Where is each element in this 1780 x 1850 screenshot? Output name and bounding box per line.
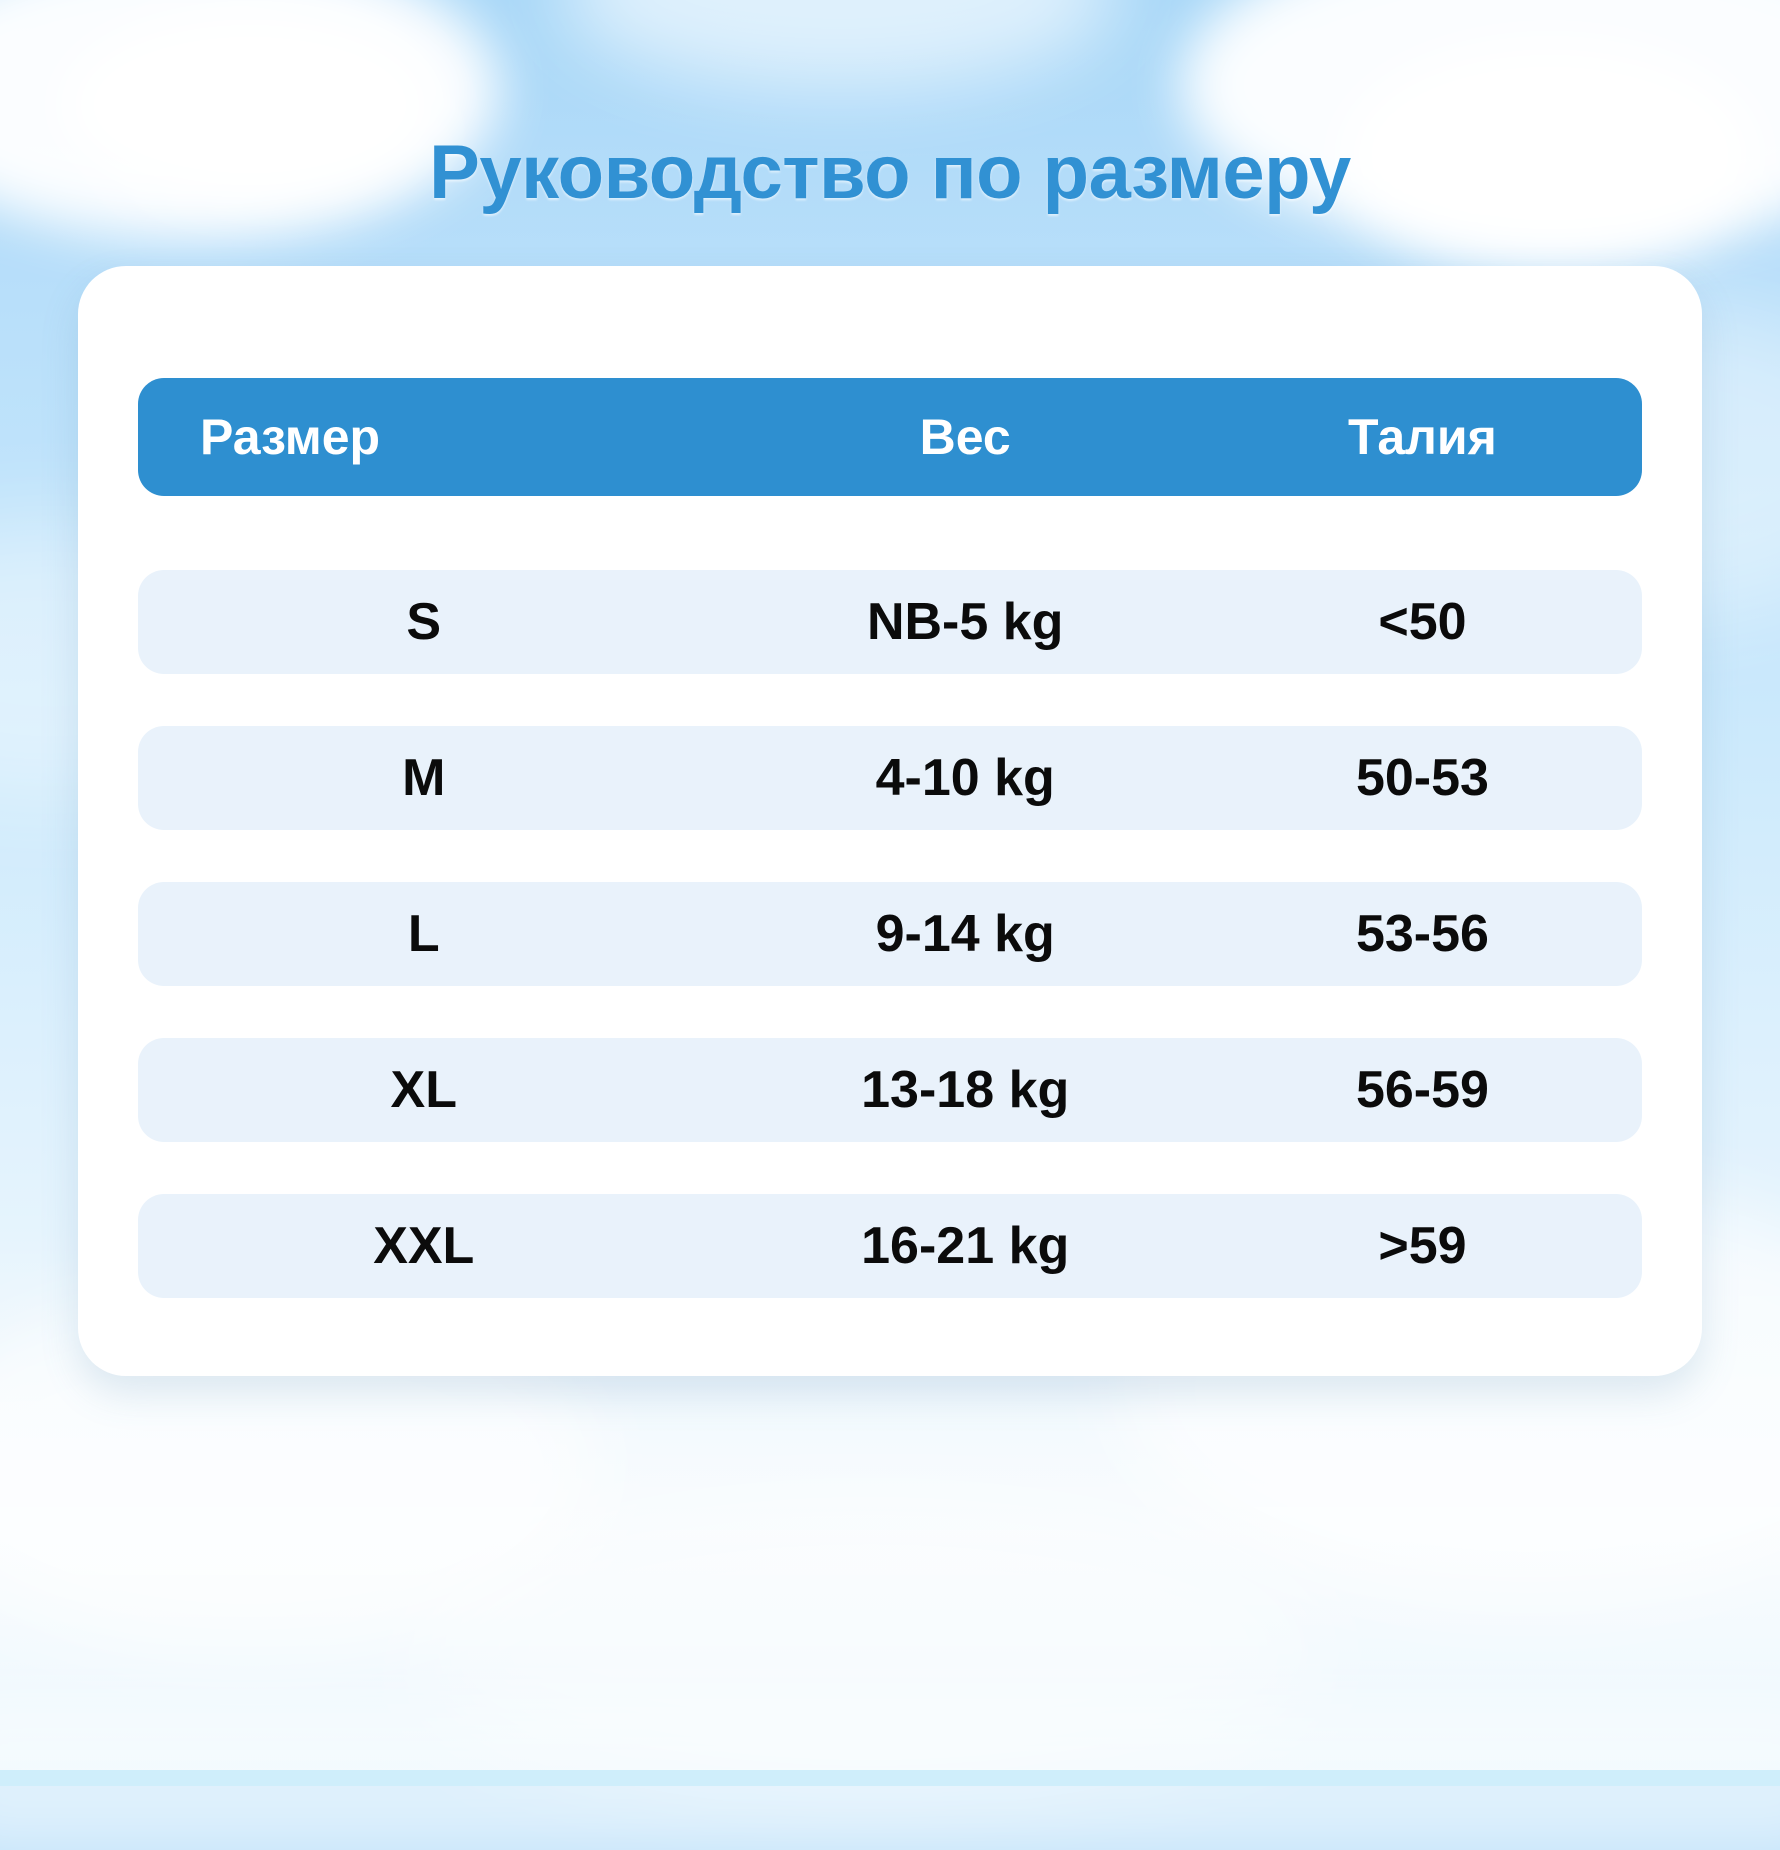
cell-weight: 13-18 kg (709, 1038, 1221, 1142)
column-header-size: Размер (138, 378, 710, 496)
table-header-row: Размер Вес Талия (138, 378, 1642, 496)
page-title: Руководство по размеру (429, 129, 1351, 215)
cloud-decoration (560, 0, 1120, 90)
cell-size: XL (138, 1038, 710, 1142)
row-spacer (138, 830, 1642, 882)
cell-waist: 56-59 (1220, 1038, 1642, 1142)
column-header-waist: Талия (1220, 378, 1642, 496)
cell-waist: 50-53 (1220, 726, 1642, 830)
cell-size: M (138, 726, 710, 830)
table-row: S NB-5 kg <50 (138, 570, 1642, 674)
cell-size: S (138, 570, 710, 674)
cell-size: L (138, 882, 710, 986)
size-guide-table: Размер Вес Талия S NB-5 kg <50 M 4-10 kg… (138, 378, 1642, 1298)
row-spacer (138, 674, 1642, 726)
row-spacer (138, 986, 1642, 1038)
cell-weight: 4-10 kg (709, 726, 1221, 830)
cloud-decoration (1340, 40, 1760, 270)
cloud-decoration (60, 10, 440, 200)
table-body: S NB-5 kg <50 M 4-10 kg 50-53 L 9-14 kg … (138, 496, 1642, 1298)
header-gap (138, 496, 1642, 570)
table-row: L 9-14 kg 53-56 (138, 882, 1642, 986)
cell-waist: >59 (1220, 1194, 1642, 1298)
cell-size: XXL (138, 1194, 710, 1298)
size-guide-card: Размер Вес Талия S NB-5 kg <50 M 4-10 kg… (78, 266, 1702, 1376)
cell-waist: <50 (1220, 570, 1642, 674)
row-spacer (138, 1142, 1642, 1194)
cell-weight: 9-14 kg (709, 882, 1221, 986)
cell-weight: NB-5 kg (709, 570, 1221, 674)
bottom-strip (0, 1770, 1780, 1786)
table-header: Размер Вес Талия (138, 378, 1642, 496)
cell-waist: 53-56 (1220, 882, 1642, 986)
table-row: M 4-10 kg 50-53 (138, 726, 1642, 830)
column-header-weight: Вес (709, 378, 1221, 496)
table-row: XXL 16-21 kg >59 (138, 1194, 1642, 1298)
cell-weight: 16-21 kg (709, 1194, 1221, 1298)
table-row: XL 13-18 kg 56-59 (138, 1038, 1642, 1142)
